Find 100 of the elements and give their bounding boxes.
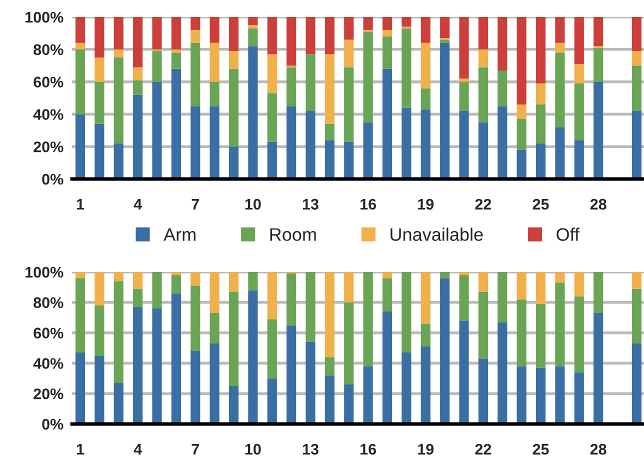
y-tick-label: 60%: [34, 76, 64, 88]
bar: [459, 17, 469, 79]
bar: [210, 313, 220, 344]
bar: [516, 366, 526, 424]
bar: [228, 17, 239, 52]
bar: [94, 272, 104, 306]
bar: [152, 308, 162, 424]
bar: [75, 17, 86, 43]
y-tick-label: 20%: [34, 141, 64, 152]
bar: [228, 386, 239, 424]
bar: [382, 17, 392, 30]
bar: [402, 352, 412, 424]
bar: [75, 114, 86, 179]
bar: [555, 272, 565, 283]
bar: [420, 109, 430, 179]
bar: [94, 356, 104, 424]
bar: [478, 122, 488, 179]
bar: [210, 272, 220, 314]
bar: [420, 17, 430, 43]
bar: [402, 272, 412, 353]
bar: [228, 272, 239, 292]
bar: [363, 122, 373, 179]
bar: [75, 42, 86, 50]
bar: [171, 68, 181, 179]
bar: [133, 17, 143, 68]
bar: [114, 382, 124, 424]
x-tick-label: 22: [475, 198, 492, 210]
bar: [459, 110, 469, 179]
bar: [171, 49, 181, 53]
bar: [94, 17, 104, 58]
bar: [632, 272, 642, 289]
bar: [402, 108, 412, 179]
y-tick-label: 60%: [34, 328, 64, 338]
bar: [594, 17, 604, 46]
bar: [75, 272, 86, 278]
bar: [478, 17, 488, 50]
bar: [190, 17, 200, 30]
bar: [632, 66, 642, 111]
bar: [478, 49, 488, 68]
y-tick-label: 0%: [42, 418, 64, 430]
y-tick-label: 100%: [26, 266, 64, 278]
x-tick-label: 4: [134, 199, 142, 210]
bar: [555, 42, 565, 53]
bar: [420, 88, 430, 110]
bar: [478, 67, 488, 122]
y-tick-label: 40%: [33, 109, 64, 120]
bar: [516, 104, 526, 120]
bar: [344, 142, 354, 179]
bar: [344, 302, 354, 384]
bar: [363, 17, 373, 30]
bar: [420, 324, 430, 346]
bar: [190, 351, 200, 424]
bar: [133, 306, 143, 424]
bar: [248, 46, 258, 179]
bar: [210, 82, 220, 106]
bar: [267, 54, 277, 94]
bar: [382, 36, 392, 69]
bar: [382, 68, 392, 179]
bar: [248, 290, 258, 424]
bar: [459, 320, 469, 424]
bar: [420, 346, 430, 424]
bar: [516, 119, 526, 150]
bar: [228, 292, 239, 386]
bar: [114, 58, 124, 144]
bar: [210, 17, 220, 43]
bar: [478, 272, 488, 292]
bar: [171, 272, 181, 276]
bar: [555, 366, 565, 424]
bar: [459, 272, 469, 276]
bar: [286, 106, 296, 179]
bar: [382, 30, 392, 36]
bar: [478, 292, 488, 359]
x-tick-label: 25: [532, 198, 549, 210]
bar: [75, 278, 86, 353]
bar: [267, 142, 277, 179]
bar: [306, 342, 316, 424]
bar: [440, 278, 450, 424]
bar: [555, 127, 565, 179]
x-tick-label: 13: [302, 444, 318, 455]
bar: [190, 286, 200, 352]
x-tick-label: 28: [590, 444, 606, 455]
y-tick-label: 80%: [34, 44, 64, 56]
bar: [228, 51, 239, 69]
x-tick-label: 7: [192, 444, 199, 455]
bar: [574, 296, 584, 372]
y-tick-label: 0%: [42, 174, 64, 185]
legend-label: Arm: [164, 228, 196, 241]
bar: [498, 272, 508, 322]
bar: [440, 42, 450, 179]
bar: [478, 358, 488, 424]
x-tick-label: 25: [532, 444, 549, 455]
bar: [516, 299, 526, 366]
bar: [344, 67, 354, 142]
bar: [324, 357, 334, 376]
bar: [632, 17, 642, 52]
x-tick-label: 13: [302, 198, 318, 210]
bar: [152, 17, 162, 50]
bar: [440, 272, 450, 278]
bar: [555, 282, 565, 366]
bar: [440, 17, 450, 38]
